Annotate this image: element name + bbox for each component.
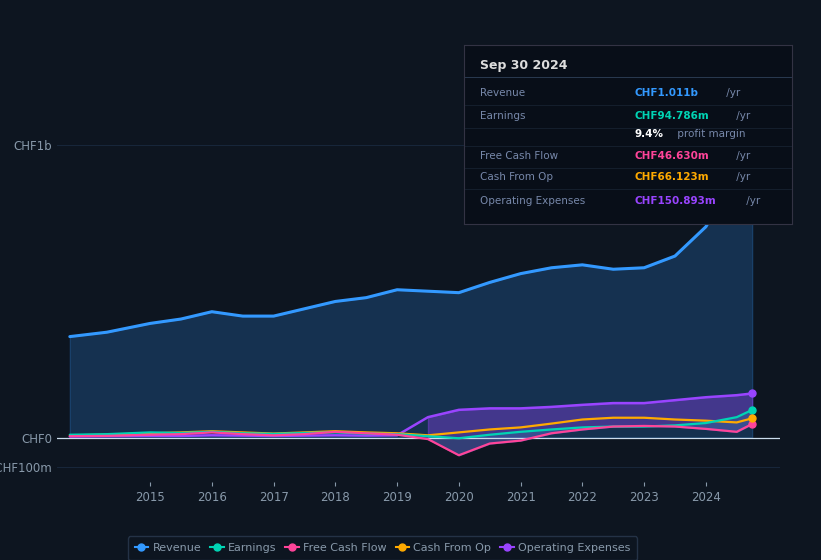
Text: /yr: /yr (733, 151, 750, 161)
Text: CHF94.786m: CHF94.786m (635, 111, 709, 122)
Text: profit margin: profit margin (674, 129, 745, 139)
Legend: Revenue, Earnings, Free Cash Flow, Cash From Op, Operating Expenses: Revenue, Earnings, Free Cash Flow, Cash … (128, 536, 637, 560)
Text: 9.4%: 9.4% (635, 129, 663, 139)
Text: /yr: /yr (733, 111, 750, 122)
Text: Operating Expenses: Operating Expenses (480, 195, 585, 206)
Text: Earnings: Earnings (480, 111, 525, 122)
Text: CHF1.011b: CHF1.011b (635, 88, 699, 98)
Text: Free Cash Flow: Free Cash Flow (480, 151, 558, 161)
Text: Sep 30 2024: Sep 30 2024 (480, 59, 568, 72)
Text: /yr: /yr (743, 195, 760, 206)
Text: Cash From Op: Cash From Op (480, 172, 553, 183)
Text: CHF150.893m: CHF150.893m (635, 195, 717, 206)
Text: /yr: /yr (733, 172, 750, 183)
Text: Revenue: Revenue (480, 88, 525, 98)
Text: CHF46.630m: CHF46.630m (635, 151, 709, 161)
Text: /yr: /yr (723, 88, 741, 98)
Text: CHF66.123m: CHF66.123m (635, 172, 709, 183)
